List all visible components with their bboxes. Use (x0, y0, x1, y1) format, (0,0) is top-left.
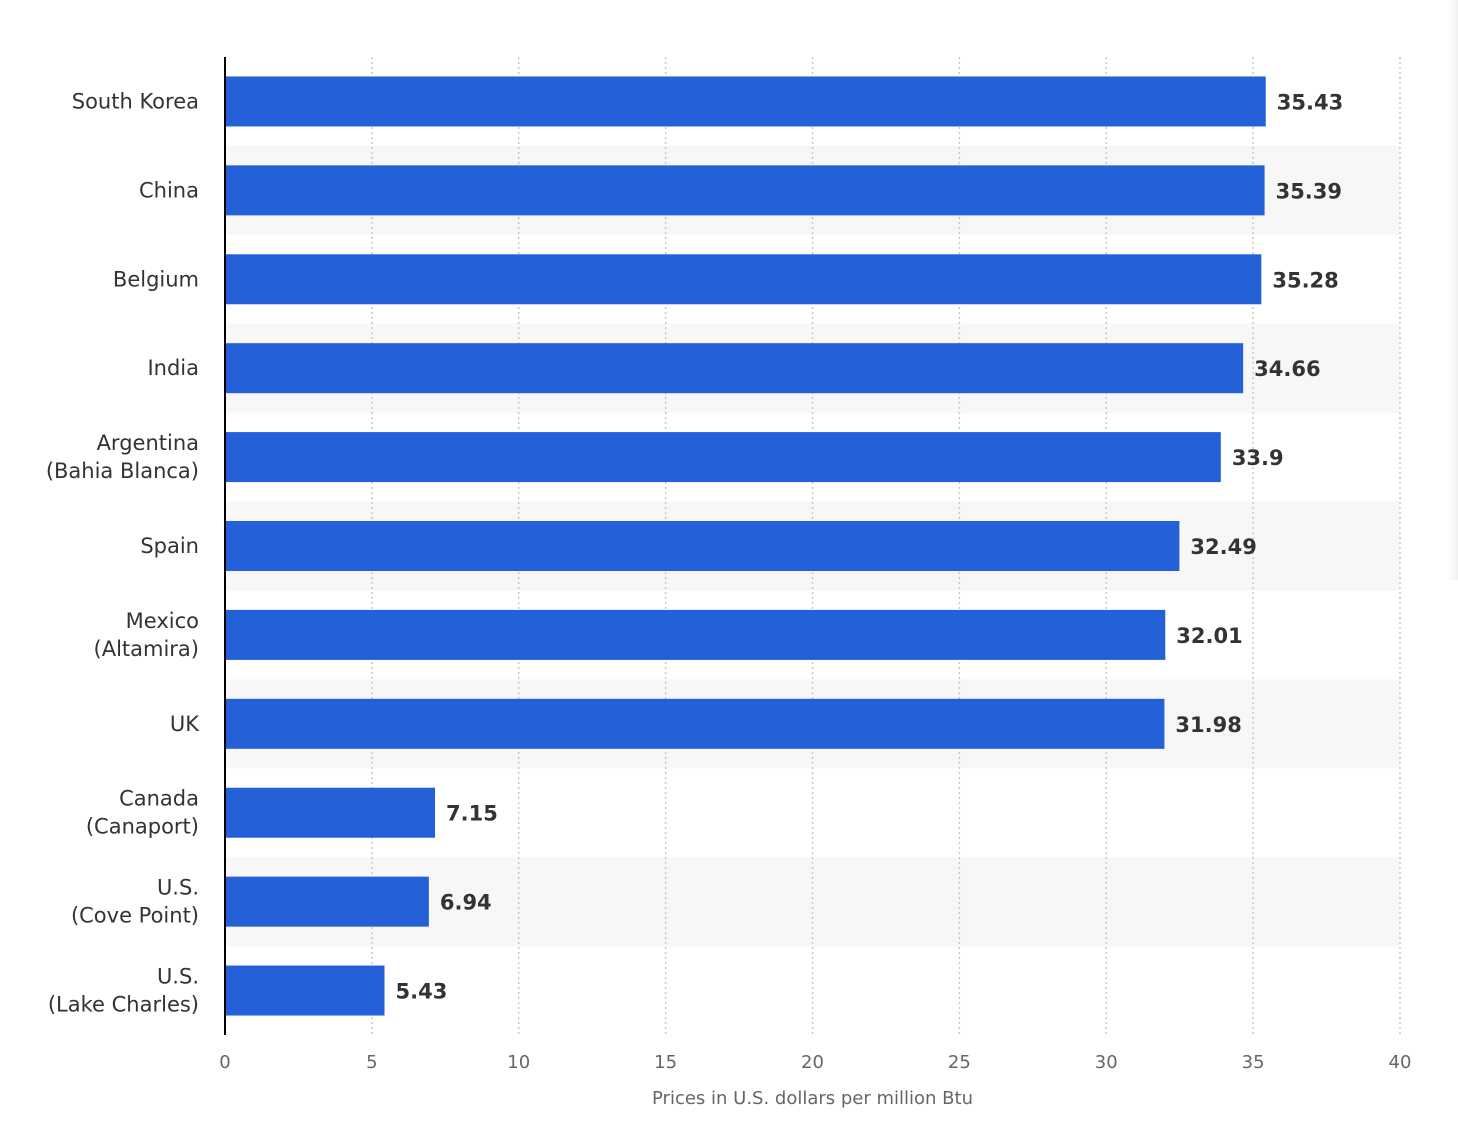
grid-lines (371, 57, 1401, 1035)
category-label-line: Canada (119, 787, 199, 811)
category-label: Belgium (113, 267, 199, 291)
value-label: 5.43 (396, 980, 448, 1004)
category-label-line: U.S. (157, 876, 199, 900)
bars (225, 76, 1266, 1016)
category-label: Mexico (Altamira) (94, 609, 199, 661)
bar (225, 787, 436, 838)
bar (225, 609, 1166, 660)
bar (225, 343, 1244, 394)
category-label-line: China (139, 178, 199, 202)
x-tick-labels: 0 5 10 15 20 25 30 35 40 (219, 1052, 1411, 1073)
x-tick-label: 5 (366, 1052, 377, 1073)
category-label: South Korea (72, 89, 199, 113)
category-label-line: (Cove Point) (71, 904, 199, 928)
value-label: 7.15 (446, 802, 498, 826)
value-label: 34.66 (1254, 357, 1320, 381)
category-label: China (139, 178, 199, 202)
bar (225, 76, 1266, 127)
value-label: 32.49 (1190, 535, 1256, 559)
category-label-line: Belgium (113, 267, 199, 291)
category-label-line: (Altamira) (94, 637, 199, 661)
category-label-line: South Korea (72, 89, 199, 113)
category-label-line: (Canaport) (86, 815, 199, 839)
x-tick-label: 40 (1389, 1052, 1412, 1073)
value-label: 32.01 (1176, 624, 1242, 648)
category-label-line: Mexico (126, 609, 199, 633)
x-tick-label: 0 (219, 1052, 230, 1073)
category-label: U.S. (Cove Point) (71, 876, 199, 928)
category-labels: South Korea China Belgium India Argentina (Ba… (46, 89, 200, 1016)
bar (225, 254, 1262, 305)
bar (225, 876, 429, 927)
category-label-line: UK (170, 712, 200, 736)
category-label-line: (Lake Charles) (48, 993, 199, 1017)
category-label: Spain (140, 534, 199, 558)
bar (225, 432, 1221, 483)
x-tick-label: 10 (507, 1052, 530, 1073)
bar (225, 965, 385, 1016)
x-tick-label: 35 (1242, 1052, 1265, 1073)
category-label: Argentina (Bahia Blanca) (46, 431, 199, 483)
category-label: UK (170, 712, 200, 736)
category-label-line: (Bahia Blanca) (46, 459, 199, 483)
category-label-line: Argentina (97, 431, 199, 455)
value-label: 35.39 (1276, 179, 1342, 203)
x-tick-label: 20 (801, 1052, 824, 1073)
category-label-line: Spain (140, 534, 199, 558)
bar (225, 165, 1265, 216)
value-label: 31.98 (1175, 713, 1241, 737)
value-labels: 35.43 35.39 35.28 34.66 33.9 32.49 32.01 31.98 7… (396, 90, 1344, 1003)
bar (225, 698, 1165, 749)
bar (225, 521, 1180, 571)
x-axis-title: Prices in U.S. dollars per million Btu (652, 1088, 973, 1109)
value-label: 35.43 (1277, 90, 1343, 114)
x-tick-label: 25 (948, 1052, 971, 1073)
value-label: 35.28 (1272, 268, 1338, 292)
category-label-line: U.S. (157, 965, 199, 989)
category-label-line: India (147, 356, 199, 380)
x-tick-label: 30 (1095, 1052, 1118, 1073)
value-label: 6.94 (440, 891, 492, 915)
category-label: India (147, 356, 199, 380)
x-tick-label: 15 (654, 1052, 677, 1073)
right-edge-shade (1448, 0, 1458, 580)
category-label: U.S. (Lake Charles) (48, 965, 199, 1017)
category-label: Canada (Canaport) (86, 787, 199, 839)
value-label: 33.9 (1232, 446, 1284, 470)
